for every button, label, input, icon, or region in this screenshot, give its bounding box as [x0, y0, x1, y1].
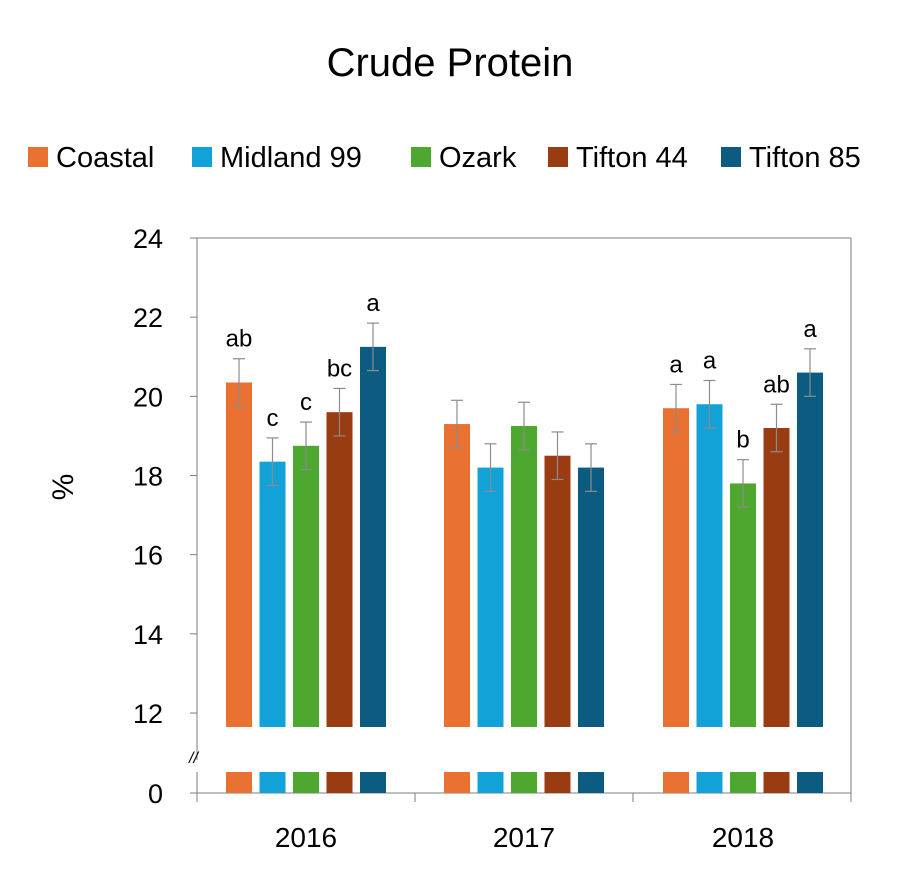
bar	[544, 455, 571, 727]
bar-base	[763, 772, 790, 793]
x-tick-label: 2018	[712, 822, 774, 853]
x-tick-label: 2016	[275, 822, 337, 853]
significance-label: ab	[226, 326, 253, 353]
bar	[444, 424, 470, 727]
y-tick-label: 18	[133, 462, 163, 492]
bar	[326, 412, 353, 727]
plot-area: 0 12 14 16 18 20 22 24 // 2016 2017 2018 ab a c a c b bc ab…	[133, 224, 852, 853]
legend-label: Tifton 85	[749, 142, 861, 174]
legend-label: Ozark	[439, 142, 517, 174]
bar	[797, 372, 823, 727]
bar	[511, 426, 537, 727]
bar-base	[293, 772, 319, 793]
legend-label: Coastal	[56, 142, 154, 174]
y-tick-label: 22	[133, 303, 163, 333]
bar-base	[477, 772, 504, 793]
bar	[578, 467, 604, 727]
bar-base	[226, 772, 252, 793]
legend-swatch	[548, 147, 568, 167]
bar-base	[544, 772, 571, 793]
bar-base	[578, 772, 604, 793]
bar-base	[360, 772, 386, 793]
bar	[360, 346, 386, 727]
y-tick-label: 0	[148, 779, 163, 809]
bar	[226, 382, 252, 727]
y-tick-label: 20	[133, 382, 163, 412]
axis-break-marker: //	[188, 750, 199, 767]
bar	[293, 445, 319, 727]
legend: Coastal Midland 99 Ozark Tifton 44 Tifton 85	[28, 142, 861, 174]
legend-swatch	[192, 147, 212, 167]
y-tick-label: 16	[133, 541, 163, 571]
bar-base	[730, 772, 756, 793]
significance-label: a	[703, 348, 717, 375]
significance-label: c	[300, 389, 312, 416]
legend-swatch	[411, 147, 431, 167]
y-tick-label: 24	[133, 224, 163, 254]
bar	[663, 408, 689, 727]
bar	[763, 428, 790, 727]
significance-label: c	[267, 405, 279, 432]
significance-label: a	[803, 316, 817, 343]
bar	[477, 467, 504, 727]
legend-label: Midland 99	[220, 142, 362, 174]
significance-label: b	[736, 427, 749, 454]
bar-base	[444, 772, 470, 793]
bar-base	[797, 772, 823, 793]
y-tick-label: 14	[133, 620, 163, 650]
significance-label: ab	[763, 371, 790, 398]
bar	[696, 404, 723, 727]
bar-base	[511, 772, 537, 793]
legend-label: Tifton 44	[576, 142, 688, 174]
y-tick-label: 12	[133, 699, 163, 729]
bar-base	[326, 772, 353, 793]
significance-label: bc	[327, 355, 352, 382]
significance-label: a	[669, 351, 683, 378]
bar-base	[259, 772, 286, 793]
bar	[730, 483, 756, 727]
chart-title: Crude Protein	[327, 41, 574, 85]
bar	[259, 461, 286, 727]
legend-swatch	[721, 147, 741, 167]
x-tick-label: 2017	[493, 822, 555, 853]
y-axis-label: %	[47, 474, 80, 501]
bar-base	[696, 772, 723, 793]
significance-label: a	[366, 290, 380, 317]
bar-base	[663, 772, 689, 793]
legend-swatch	[28, 147, 48, 167]
